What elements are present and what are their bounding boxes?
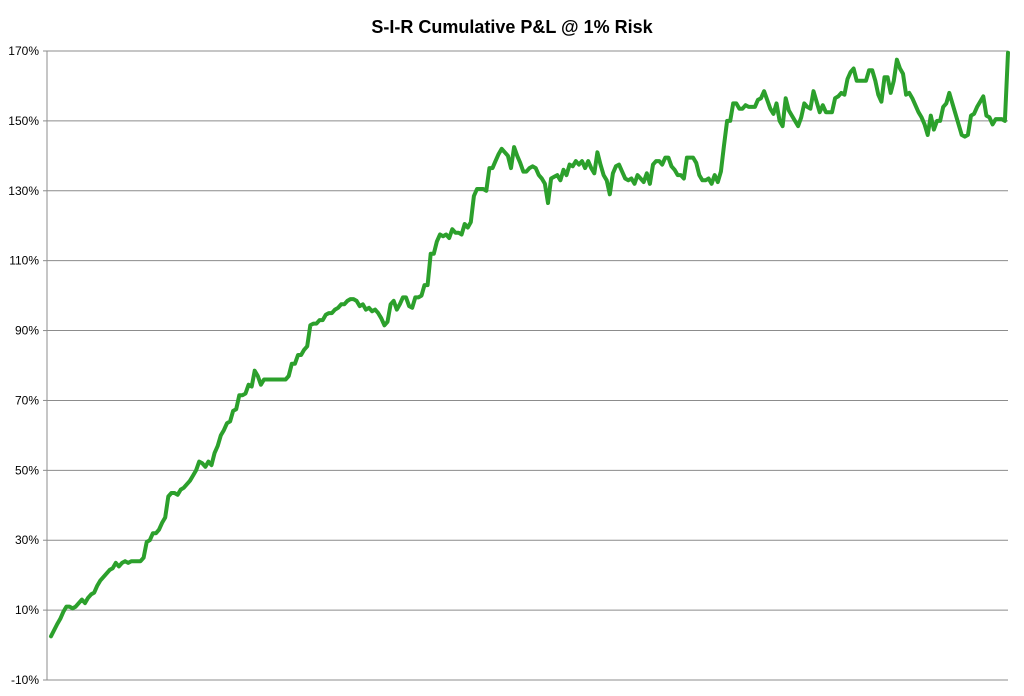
y-tick-label: 170%	[8, 44, 39, 58]
y-tick-label: 90%	[15, 324, 39, 338]
y-tick-label: 110%	[9, 254, 39, 268]
y-tick-label: 70%	[15, 393, 39, 407]
series-layer	[49, 50, 1010, 639]
series-line	[49, 50, 1010, 639]
y-tick-label: 130%	[8, 184, 39, 198]
chart-title: S-I-R Cumulative P&L @ 1% Risk	[371, 17, 653, 37]
y-tick-label: 50%	[15, 463, 39, 477]
gridlines	[47, 50, 1008, 681]
y-tick-label: 10%	[15, 603, 39, 617]
y-tick-label: 30%	[15, 533, 39, 547]
axes	[43, 50, 48, 681]
y-tick-labels: -10% 10% 30% 50% 70% 90% 110% 130% 150% 170%	[8, 44, 39, 687]
y-tick-label: -10%	[11, 673, 39, 687]
y-tick-label: 150%	[8, 114, 39, 128]
